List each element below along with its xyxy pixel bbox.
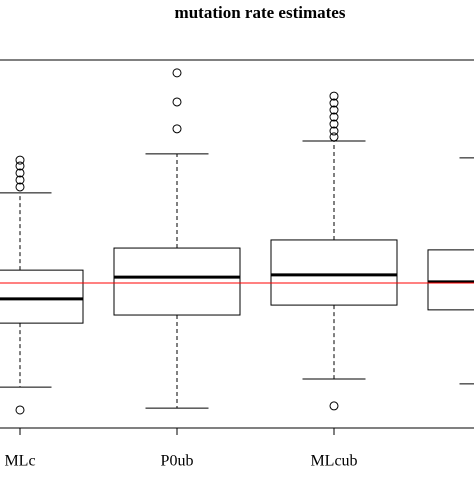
x-tick-label: MLcub [310, 453, 357, 470]
outlier [15, 155, 25, 165]
outlier [329, 91, 339, 101]
outlier [172, 97, 182, 107]
outlier [15, 168, 25, 178]
box [0, 269, 84, 324]
outlier [15, 182, 25, 192]
chart-title: mutation rate estimates [175, 3, 346, 22]
outlier [172, 68, 182, 78]
outlier [329, 98, 339, 108]
outlier [329, 401, 339, 411]
box [270, 239, 398, 306]
outlier [15, 405, 25, 415]
plot-frame [0, 59, 474, 429]
box [427, 249, 474, 311]
outlier [172, 124, 182, 134]
outlier [329, 112, 339, 122]
outlier [329, 119, 339, 129]
x-tick-label: P0ub [161, 453, 194, 470]
outlier [329, 126, 339, 136]
x-tick-label: MLc [4, 453, 35, 470]
outlier [329, 132, 339, 142]
outlier [329, 105, 339, 115]
outlier [15, 175, 25, 185]
box [113, 247, 241, 316]
outlier [15, 161, 25, 171]
